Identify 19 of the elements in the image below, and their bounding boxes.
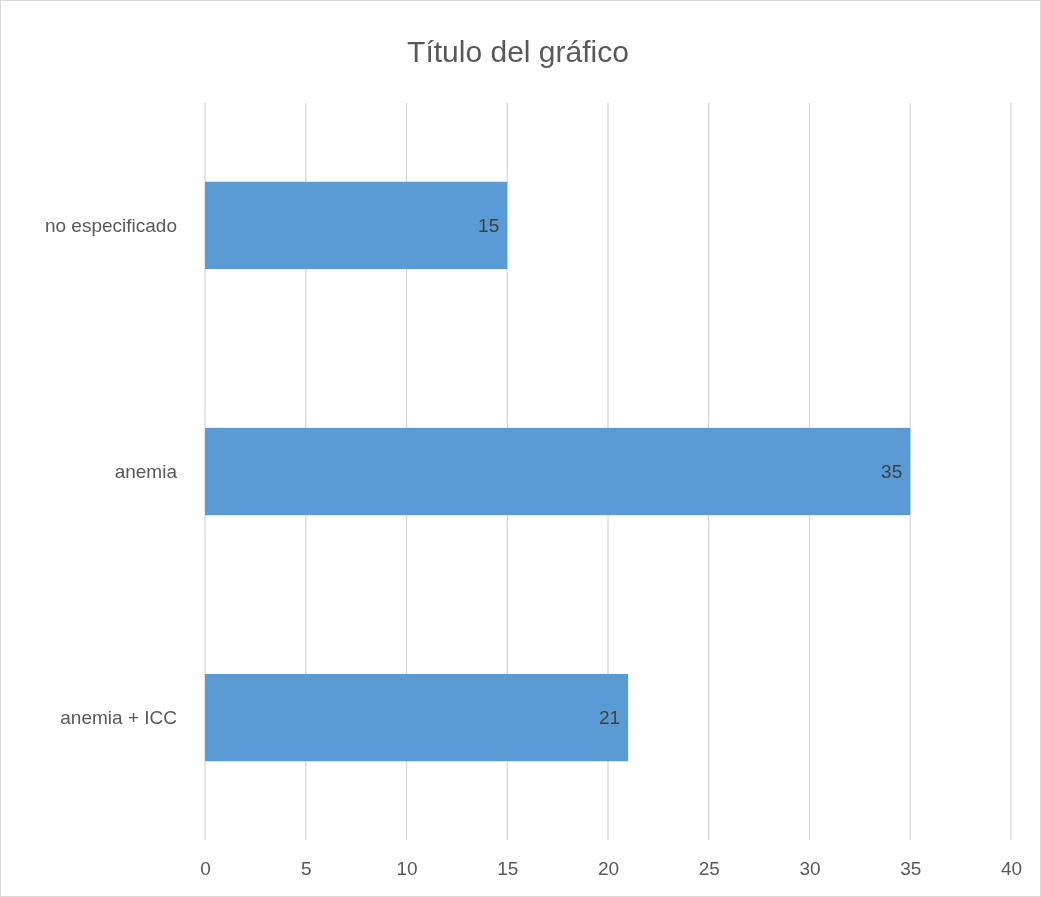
bar (205, 673, 629, 762)
x-tick-label: 25 (698, 858, 720, 880)
bar (205, 427, 911, 516)
bar (205, 181, 508, 270)
data-label: 35 (881, 461, 903, 483)
x-tick-label: 30 (799, 858, 821, 880)
data-label: 21 (599, 707, 621, 729)
x-tick-label: 20 (597, 858, 620, 880)
x-tick-label: 15 (497, 858, 519, 880)
y-tick-label: anemia + ICC (60, 706, 177, 728)
x-tick-label: 0 (200, 858, 211, 880)
y-tick-label: no especificado (44, 214, 177, 236)
x-tick-label: 35 (900, 858, 922, 880)
y-tick-label: anemia (114, 460, 178, 482)
x-tick-label: 10 (396, 858, 418, 880)
data-label: 15 (478, 215, 500, 237)
x-tick-label: 40 (1000, 858, 1023, 880)
x-tick-label: 5 (300, 858, 312, 880)
chart-title: Título del gráfico (407, 35, 629, 68)
